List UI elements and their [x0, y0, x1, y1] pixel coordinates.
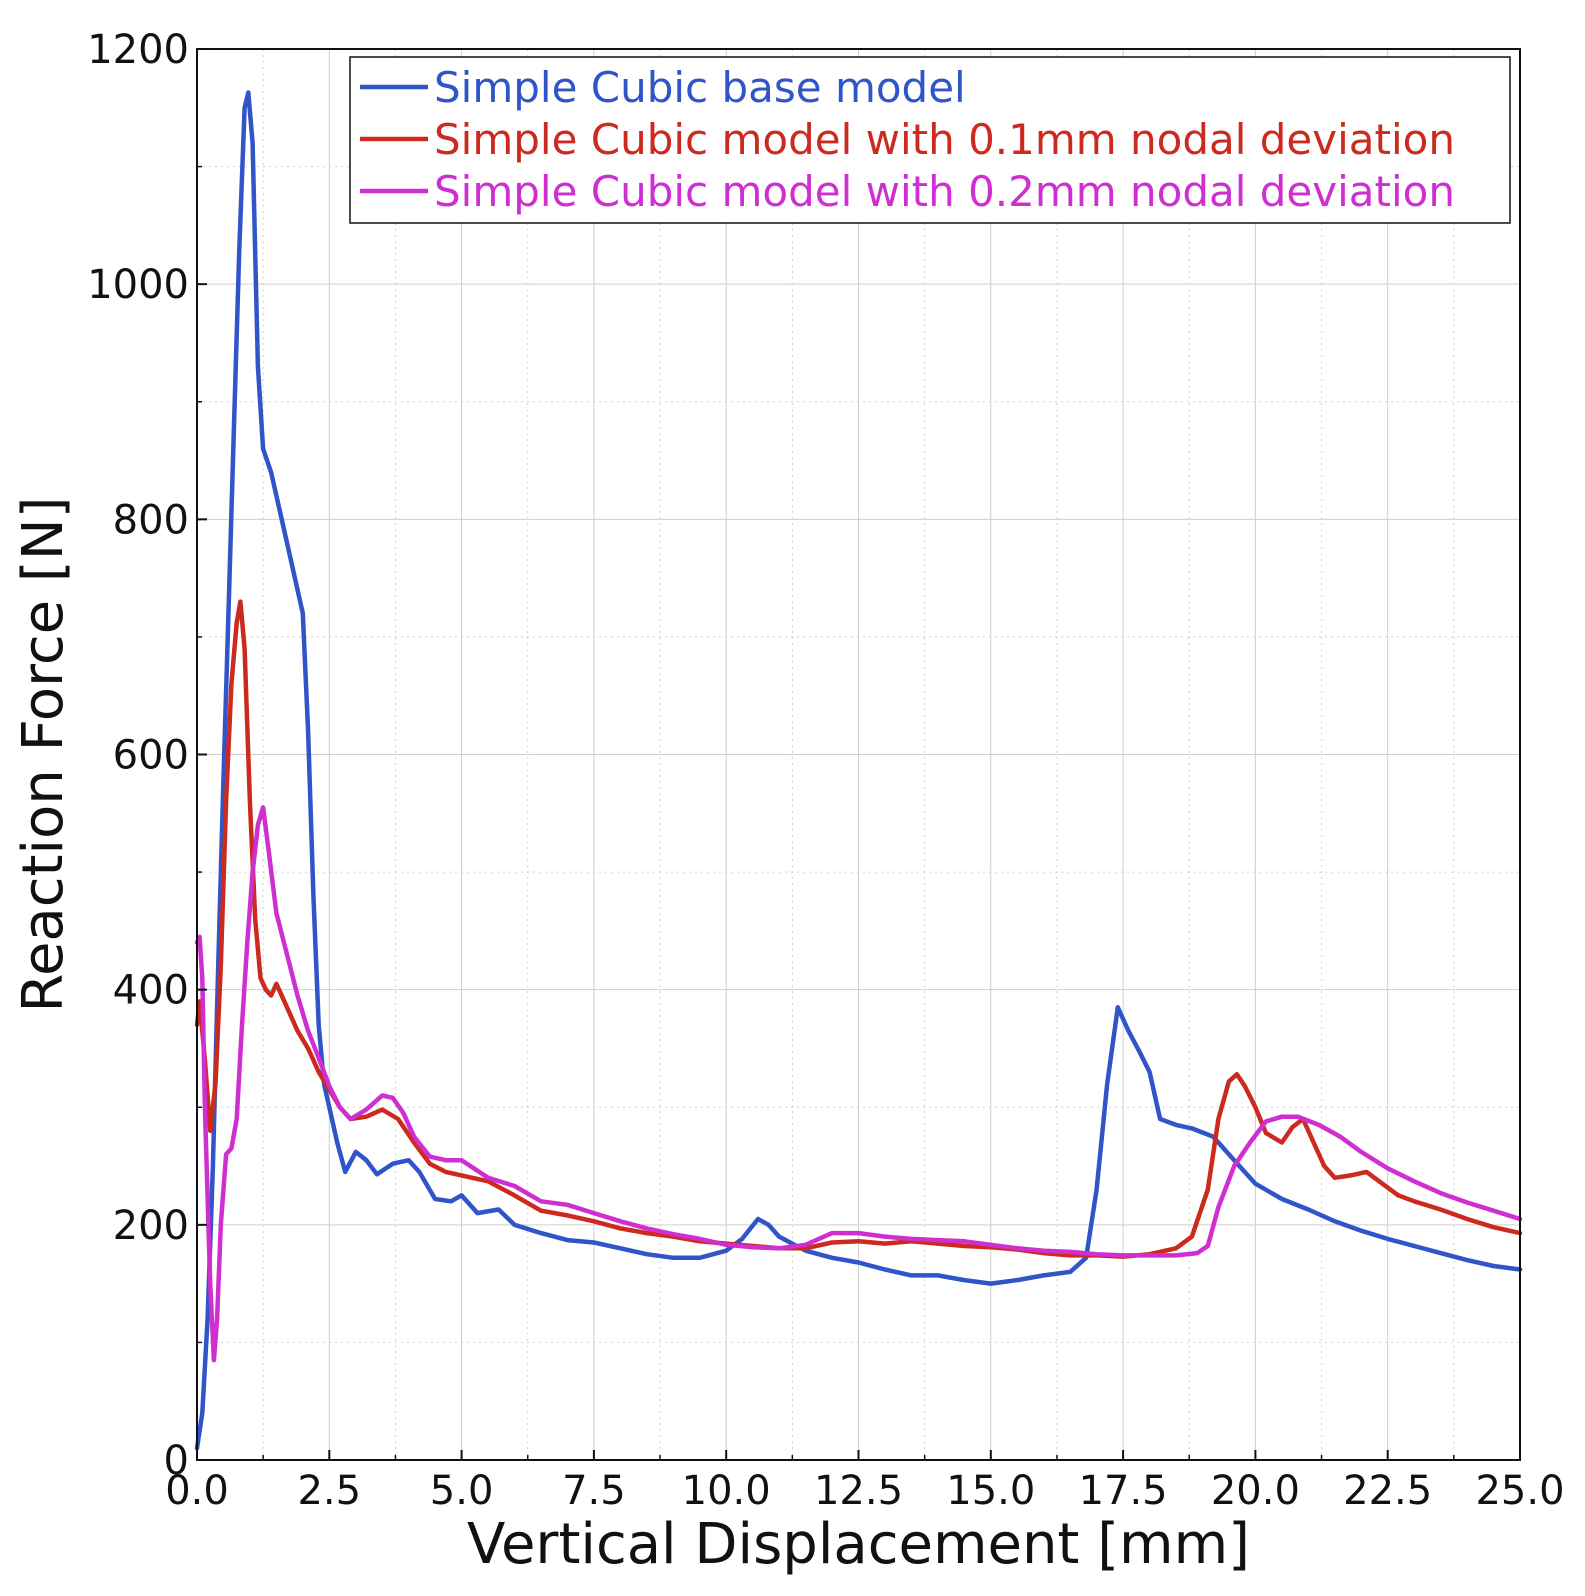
y-tick-label: 1200: [87, 27, 189, 73]
axis-ticks: 0.0 2.5 5.0 7.5 10.0 12.5 15.0 17.5 20.0 22.5 25.0…: [87, 27, 1564, 1514]
x-tick-label: 5.0: [430, 1468, 494, 1514]
x-tick-label: 15.0: [946, 1468, 1035, 1514]
x-tick-label: 12.5: [814, 1468, 903, 1514]
x-tick-label: 17.5: [1079, 1468, 1168, 1514]
x-tick-label: 7.5: [562, 1468, 626, 1514]
y-tick-label: 200: [113, 1203, 189, 1249]
legend-box: [349, 56, 1511, 224]
y-tick-label: 0: [164, 1438, 189, 1484]
y-tick-label: 400: [113, 968, 189, 1014]
y-tick-label: 1000: [87, 262, 189, 308]
x-tick-label: 22.5: [1343, 1468, 1432, 1514]
x-axis-title: Vertical Displacement [mm]: [467, 1512, 1250, 1577]
x-tick-label: 2.5: [297, 1468, 361, 1514]
legend-label-1: Simple Cubic base model: [434, 63, 966, 112]
series-line-3: [194, 805, 1523, 1363]
series-line-1: [194, 90, 1523, 1451]
x-tick-label: 0.0: [165, 1468, 229, 1514]
x-tick-label: 10.0: [682, 1468, 771, 1514]
y-axis-title: Reaction Force [N]: [11, 497, 76, 1013]
legend-label-2: Simple Cubic model with 0.1mm nodal devi…: [434, 115, 1455, 164]
x-tick-label: 25.0: [1475, 1468, 1564, 1514]
x-tick-label: 20.0: [1211, 1468, 1300, 1514]
y-tick-label: 800: [113, 497, 189, 543]
data-series: [194, 90, 1523, 1451]
y-tick-label: 600: [113, 733, 189, 779]
legend-label-3: Simple Cubic model with 0.2mm nodal devi…: [434, 167, 1455, 216]
